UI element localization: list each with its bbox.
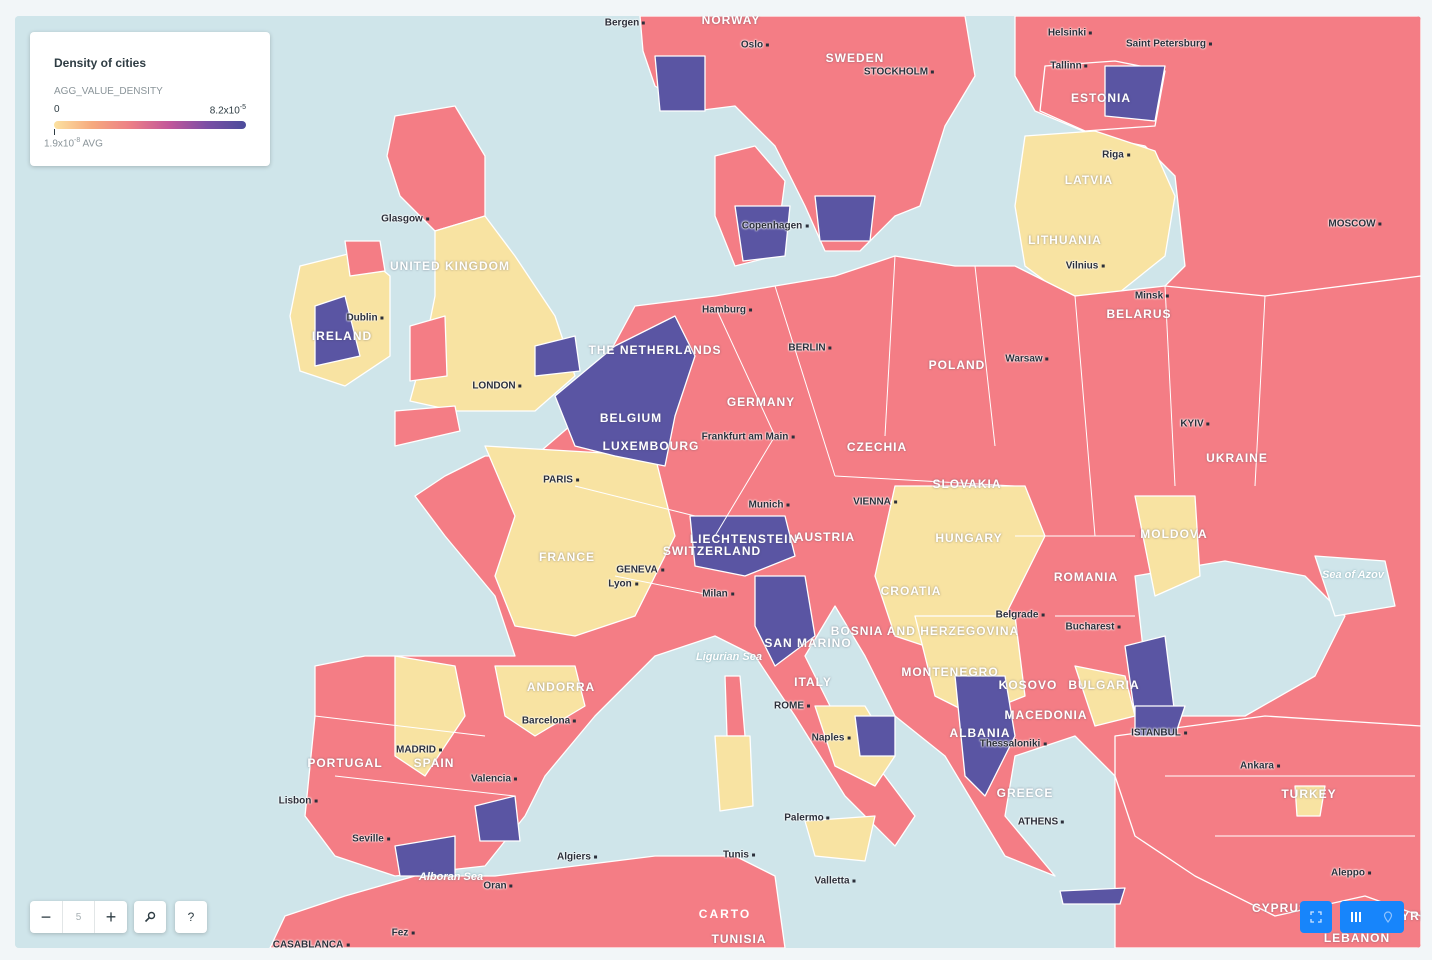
- search-button[interactable]: [134, 901, 166, 933]
- fullscreen-button[interactable]: [1300, 901, 1332, 933]
- legend-title: Density of cities: [54, 56, 147, 70]
- plus-icon: +: [105, 906, 117, 927]
- density-patch[interactable]: [954, 675, 1016, 797]
- region-border: [1164, 285, 1176, 487]
- widgets-button[interactable]: [1340, 901, 1372, 933]
- land-azov[interactable]: [1314, 555, 1396, 617]
- pin-icon: [1383, 911, 1393, 923]
- density-patch[interactable]: [754, 575, 816, 667]
- legend-color-ramp: [54, 121, 246, 129]
- expand-icon: [1310, 911, 1322, 923]
- legend-min-value: 0: [54, 104, 60, 115]
- zoom-control: − 5 +: [30, 901, 127, 933]
- region-border: [714, 305, 776, 537]
- region-border: [974, 265, 996, 447]
- region-border: [884, 255, 896, 437]
- density-patch[interactable]: [654, 55, 706, 112]
- legend-avg-tick: [54, 129, 55, 135]
- density-patch[interactable]: [1134, 495, 1201, 597]
- density-patch[interactable]: [484, 445, 676, 637]
- density-patch[interactable]: [314, 295, 361, 367]
- region-border: [774, 285, 836, 477]
- zoom-level: 5: [62, 901, 95, 933]
- legend-field-name: AGG_VALUE_DENSITY: [54, 86, 163, 97]
- minus-icon: −: [40, 906, 52, 927]
- density-patch[interactable]: [689, 515, 796, 577]
- density-patch[interactable]: [1134, 705, 1186, 737]
- region-border: [614, 575, 716, 597]
- choropleth-layer[interactable]: [15, 16, 1421, 948]
- search-icon: [144, 911, 156, 923]
- density-patch[interactable]: [494, 665, 586, 737]
- view-toggle: [1340, 901, 1404, 933]
- density-patch[interactable]: [734, 205, 791, 262]
- zoom-in-button[interactable]: +: [95, 901, 127, 933]
- region-border: [834, 475, 1016, 487]
- land-sicily[interactable]: [804, 815, 876, 862]
- density-patch[interactable]: [814, 195, 876, 242]
- density-patch[interactable]: [554, 315, 696, 467]
- land-sardinia[interactable]: [714, 735, 754, 812]
- region-border: [334, 775, 516, 797]
- help-icon: ?: [187, 910, 195, 924]
- density-patch[interactable]: [534, 335, 581, 377]
- density-patch[interactable]: [394, 835, 456, 877]
- land-sw-england[interactable]: [394, 405, 461, 447]
- zoom-out-button[interactable]: −: [30, 901, 62, 933]
- map-view-button[interactable]: [1372, 901, 1404, 933]
- density-patch[interactable]: [854, 715, 896, 757]
- legend-panel: Density of cities AGG_VALUE_DENSITY 0 8.…: [30, 32, 270, 166]
- land-wales[interactable]: [409, 315, 448, 382]
- density-patch[interactable]: [1104, 65, 1166, 122]
- land-crete[interactable]: [1059, 887, 1126, 905]
- density-patch[interactable]: [474, 795, 521, 842]
- region-border: [314, 715, 486, 737]
- land-baltics[interactable]: [1014, 130, 1176, 297]
- columns-icon: [1351, 912, 1361, 922]
- density-patch[interactable]: [394, 655, 466, 777]
- legend-max-value: 8.2x10-5: [209, 104, 246, 117]
- land-north-africa[interactable]: [269, 855, 786, 948]
- legend-avg-value: 1.9x10-8 AVG: [44, 137, 103, 150]
- region-border: [1074, 295, 1096, 537]
- region-border: [574, 485, 696, 517]
- land-nireland[interactable]: [344, 240, 386, 277]
- help-button[interactable]: ?: [175, 901, 207, 933]
- density-patch[interactable]: [1294, 785, 1326, 817]
- region-border: [1254, 295, 1266, 487]
